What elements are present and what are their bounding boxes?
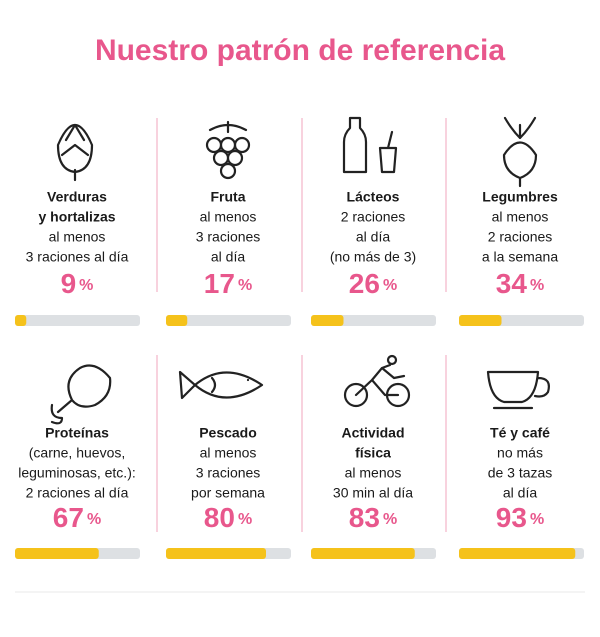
item-detail: al día (211, 249, 245, 265)
bar-track (166, 315, 291, 326)
bar-fill (15, 548, 99, 559)
item-detail: 2 raciones (341, 209, 406, 225)
percent: 26% (349, 268, 397, 299)
percent: 34% (496, 268, 544, 299)
item-detail: al menos (49, 229, 106, 245)
percent-unit: % (87, 511, 101, 528)
item-detail: (carne, huevos, (29, 445, 126, 461)
bar-fill (166, 548, 266, 559)
item-name: Proteínas (45, 425, 109, 441)
item-detail: a la semana (482, 249, 558, 265)
item-name: Actividad (341, 425, 404, 441)
item-name: Verduras (47, 189, 107, 205)
percent-value: 34 (496, 268, 528, 299)
item-detail: al día (503, 485, 537, 501)
item-detail: al menos (492, 209, 549, 225)
bar-fill (311, 315, 344, 326)
percent-unit: % (530, 277, 544, 294)
icons (50, 116, 550, 425)
item-detail: no más (497, 445, 543, 461)
item-detail: 3 raciones (196, 229, 261, 245)
percent-unit: % (530, 511, 544, 528)
percent-value: 26 (349, 268, 380, 299)
dividers (15, 118, 585, 593)
item-name: física (355, 445, 391, 461)
item-name: Lácteos (347, 189, 400, 205)
bar-fill (459, 315, 502, 326)
item-detail: al menos (200, 445, 257, 461)
item-detail: 30 min al día (333, 485, 413, 501)
percent-value: 9 (61, 268, 77, 299)
bar-fill (311, 548, 415, 559)
percent: 93% (496, 502, 544, 533)
item-detail: por semana (191, 485, 265, 501)
title: Nuestro patrón de referencia (95, 34, 505, 67)
item-detail: al menos (345, 465, 402, 481)
percent-unit: % (238, 277, 252, 294)
percent-value: 93 (496, 502, 527, 533)
percent-unit: % (383, 277, 397, 294)
percent-value: 67 (53, 502, 84, 533)
percent: 9% (61, 268, 94, 299)
bar-fill (459, 548, 576, 559)
item-name: y hortalizas (38, 209, 115, 225)
item-detail: 3 raciones al día (26, 249, 129, 265)
item-detail: al menos (200, 209, 257, 225)
percent-value: 80 (204, 502, 235, 533)
bar-track (15, 315, 140, 326)
bar-fill (166, 315, 188, 326)
percent-unit: % (79, 277, 93, 294)
item-detail: 2 raciones (488, 229, 553, 245)
percent: 80% (204, 502, 252, 533)
percent: 67% (53, 502, 101, 533)
item-detail: (no más de 3) (330, 249, 416, 265)
item-detail: leguminosas, etc.): (18, 465, 136, 481)
item-name: Té y café (490, 425, 550, 441)
percent: 83% (349, 502, 397, 533)
item-name: Fruta (211, 189, 246, 205)
bar-fill (15, 315, 27, 326)
percent-value: 83 (349, 502, 380, 533)
percent: 17% (204, 268, 252, 299)
percent-value: 17 (204, 268, 235, 299)
item-detail: de 3 tazas (488, 465, 553, 481)
item-detail: 2 raciones al día (26, 485, 129, 501)
item-detail: al día (356, 229, 390, 245)
percent-unit: % (383, 511, 397, 528)
item-name: Legumbres (482, 189, 558, 205)
item-detail: 3 raciones (196, 465, 261, 481)
item-name: Pescado (199, 425, 257, 441)
percent-unit: % (238, 511, 252, 528)
